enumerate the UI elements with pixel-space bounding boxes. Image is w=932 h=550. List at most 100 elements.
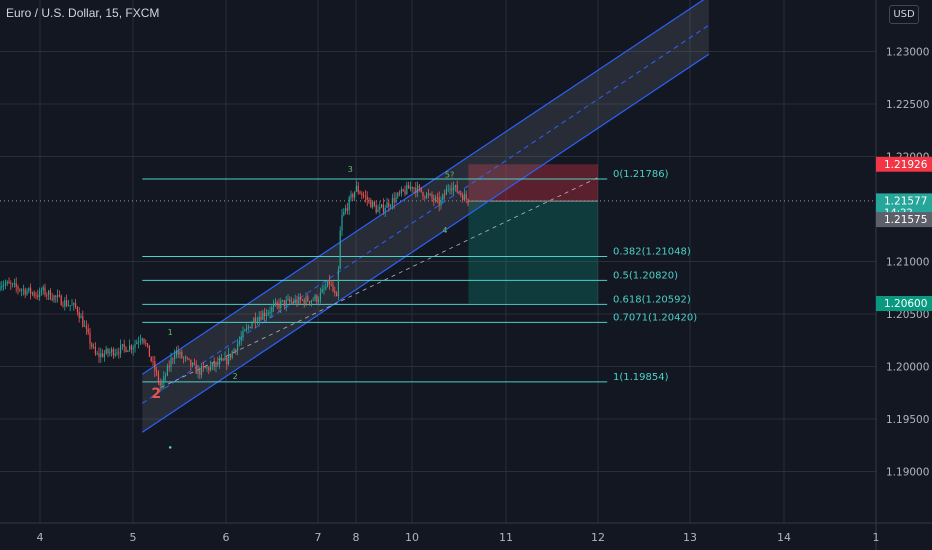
candle-body	[31, 292, 33, 294]
candle-body	[66, 300, 68, 306]
wave-label: 1	[168, 328, 173, 337]
candle-body	[422, 192, 424, 197]
candle-body	[352, 194, 354, 198]
candle-body	[226, 357, 228, 365]
candle-body	[85, 325, 87, 329]
candle-body	[109, 351, 111, 354]
candle-body	[100, 353, 102, 357]
candle-body	[138, 341, 140, 343]
candle-body	[26, 290, 28, 295]
regression-channel[interactable]	[141, 0, 710, 433]
candle-body	[454, 185, 456, 187]
price-tag-entry	[876, 212, 932, 228]
candle-body	[327, 280, 329, 287]
candle-body	[465, 194, 467, 200]
grid	[0, 0, 877, 523]
currency-button[interactable]: USD	[889, 5, 919, 24]
candle-body	[345, 208, 347, 212]
candle-body	[76, 307, 78, 312]
candle-body	[298, 296, 300, 304]
candle-body	[112, 349, 114, 356]
candle-body	[372, 201, 374, 208]
x-tick-label: 5	[130, 531, 137, 544]
candle-body	[440, 200, 442, 206]
candle-body	[262, 312, 264, 320]
candle-body	[154, 361, 156, 371]
candle-body	[334, 291, 336, 293]
candle-body	[265, 314, 267, 317]
candle-body	[44, 287, 46, 295]
candle-body	[318, 300, 320, 303]
x-tick-label: 7	[315, 531, 322, 544]
trend-extension-line	[160, 177, 599, 388]
candle-body	[197, 368, 199, 374]
candle-body	[404, 190, 406, 195]
candle-body	[321, 288, 323, 293]
candle-body	[433, 198, 435, 201]
candle-body	[19, 289, 21, 291]
candle-body	[332, 284, 334, 292]
candle-body	[215, 362, 217, 367]
x-tick-label: 1	[873, 531, 880, 544]
candle-body	[274, 302, 276, 305]
candle-body	[359, 192, 361, 194]
candle-body	[93, 346, 95, 348]
x-tick-label: 6	[223, 531, 230, 544]
candle-body	[267, 312, 269, 315]
candle-body	[343, 211, 345, 216]
candle-body	[251, 323, 253, 329]
candle-body	[0, 287, 1, 290]
candle-body	[397, 192, 399, 197]
candle-body	[3, 285, 5, 287]
candle-body	[328, 280, 330, 285]
candle-body	[283, 300, 285, 306]
candle-body	[305, 296, 307, 304]
candle-body	[363, 195, 365, 197]
y-tick-label: 1.21000	[886, 257, 929, 269]
candle-body	[456, 185, 458, 192]
candle-body	[246, 327, 248, 330]
price-tag-target	[876, 296, 932, 312]
candle-body	[292, 301, 294, 303]
candle-body	[463, 194, 465, 201]
candle-body	[370, 199, 372, 208]
candle-body	[301, 299, 303, 301]
candle-body	[84, 325, 86, 327]
candle-body	[431, 193, 433, 199]
candle-body	[195, 364, 197, 374]
candle-body	[107, 348, 109, 354]
candle-body	[193, 363, 195, 365]
candle-body	[451, 188, 453, 191]
candle-body	[21, 289, 23, 291]
candle-body	[121, 344, 123, 346]
candle-body	[60, 295, 62, 306]
candle-body	[291, 301, 293, 303]
candle-body	[136, 342, 138, 344]
candle-body	[449, 188, 451, 190]
candle-body	[415, 187, 417, 193]
candle-body	[364, 195, 366, 197]
candle-body	[57, 295, 59, 298]
candle-body	[255, 317, 257, 323]
candle-body	[381, 204, 383, 207]
candle-body	[114, 353, 116, 356]
candle-body	[217, 362, 219, 365]
candle-body	[330, 284, 332, 286]
candle-body	[413, 187, 415, 189]
candle-body	[89, 332, 91, 344]
candle-body	[156, 370, 158, 373]
candle-body	[424, 196, 426, 198]
candle-body	[447, 188, 449, 190]
wave-label: 2	[233, 372, 238, 381]
candle-body	[130, 345, 132, 350]
candle-body	[58, 295, 60, 296]
candle-body	[375, 205, 377, 213]
candle-body	[417, 185, 419, 193]
candle-body	[453, 186, 455, 191]
fib-retracement[interactable]: 0(1.21786) 0.382(1.21048) 0.5(1.20820) 0.61…	[142, 169, 697, 383]
candle-body	[78, 311, 80, 319]
candle-body	[49, 290, 51, 300]
